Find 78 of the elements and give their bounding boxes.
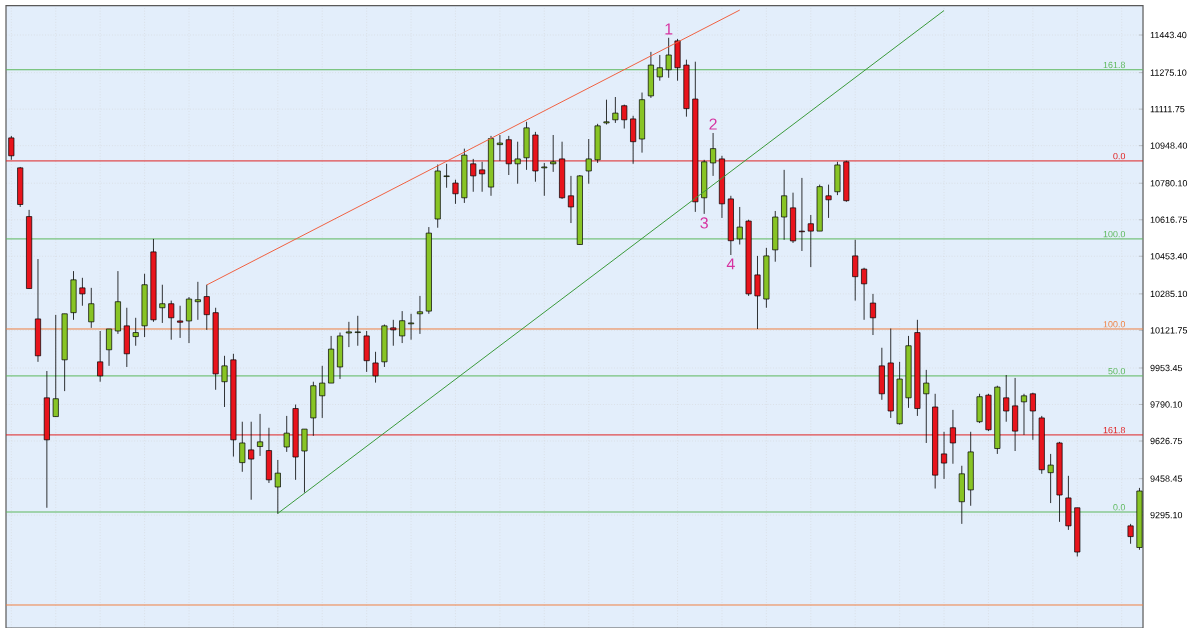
annotation: 0.0 [1113,504,1126,511]
candlestick [754,255,761,330]
candlestick [656,54,663,82]
candlestick [79,277,86,307]
annotation: 161.8 [1103,61,1126,69]
candlestick [283,415,290,453]
candlestick [612,96,619,124]
annotation: 0.0 [1113,152,1126,160]
annotation: 3 [700,217,708,229]
candlestick [177,305,184,339]
y-tick-label: 9295.10 [1150,511,1183,519]
candlestick [239,421,246,473]
y-tick-label: 11275.10 [1150,69,1187,76]
candlestick [390,319,397,347]
y-tick-label: 10948.40 [1150,142,1188,149]
candlestick [861,267,868,321]
annotation: 100.0 [1103,230,1126,238]
annotation: 4 [726,258,735,270]
candlestick [319,365,326,419]
candlestick [550,134,557,173]
y-tick-label: 9790.10 [1150,401,1183,408]
y-tick-label: 10780.10 [1150,180,1188,187]
y-tick-label: 11443.40 [1150,31,1187,39]
y-tick-label: 9458.45 [1150,475,1183,482]
y-tick-label: 9626.75 [1150,437,1183,445]
candlestick [203,284,210,331]
candlestick [736,206,743,245]
candlestick [1020,393,1027,436]
candlestick [567,175,574,224]
candlestick [416,295,423,335]
candlestick [194,281,201,321]
candlestick [514,141,521,185]
candlestick [807,214,814,268]
candlestick [345,321,352,348]
candlestick [798,177,805,252]
candlestick [88,287,95,329]
candlestick [1047,453,1054,504]
candlestick [408,313,415,341]
candlestick [301,428,308,493]
candlestick [541,162,548,197]
candlestick [1127,523,1134,545]
annotation: 1 [665,23,673,35]
y-tick-label: 10616.75 [1150,216,1188,223]
candlestick [603,99,610,125]
y-tick-label: 11111.75 [1150,106,1185,113]
y-tick-label: 10121.75 [1150,327,1188,334]
candlestick [354,315,361,347]
candlestick [923,369,930,444]
candlestick [443,163,450,189]
y-tick-label: 9953.45 [1150,364,1183,372]
y-tick-label: 10285.10 [1150,290,1188,298]
candlestick [106,328,113,367]
candlestick [781,169,788,241]
candlestick [665,37,672,79]
candlestick [585,138,592,185]
candlestick [132,317,139,347]
annotation: 161.8 [1103,426,1126,434]
candlestick [257,413,264,457]
candlestick [452,179,459,205]
candlestick [52,314,59,417]
annotation: 100.0 [1103,321,1126,328]
annotation: 50.0 [1108,367,1126,375]
candlestick [496,134,503,162]
candlestick [372,351,379,384]
y-tick-label: 10453.40 [1150,253,1188,260]
candlestick [221,355,228,408]
candlestick [869,293,876,336]
candlestick [159,284,166,324]
annotation: 2 [709,118,717,130]
candlestick [168,300,175,341]
candlestick [185,296,193,344]
candlestick [825,184,832,219]
candlestick [97,330,104,383]
candlestick [274,459,281,515]
candlestick [710,132,717,177]
candlestick [852,239,859,301]
candlestick [1003,374,1010,423]
candlestick [399,310,406,344]
